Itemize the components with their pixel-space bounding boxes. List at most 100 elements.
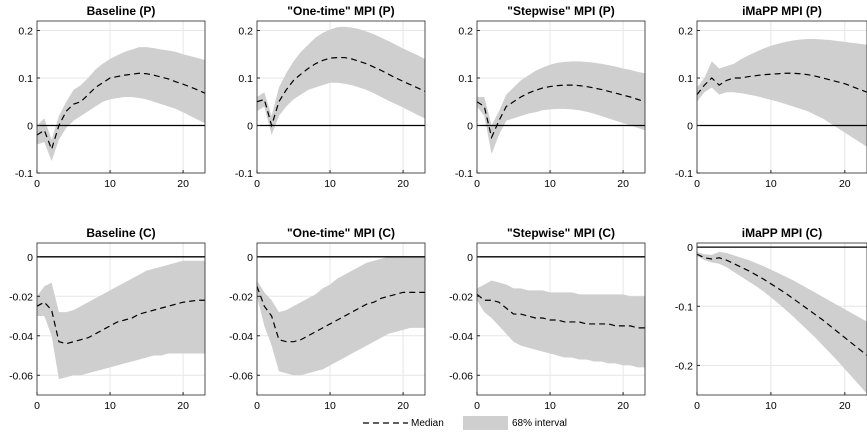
x-tick-label: 20 — [177, 178, 189, 190]
median-line — [476, 293, 645, 329]
panel-6: 0 10 20 -0.06 -0.04 -0.02 0 "One-time" MPI (C) — [229, 226, 426, 412]
y-tick-label: 0 — [467, 252, 473, 264]
x-tick-label: 20 — [617, 400, 629, 412]
legend-interval-swatch — [463, 416, 508, 430]
x-tick-label: 10 — [765, 178, 777, 190]
median-line — [696, 253, 867, 356]
x-tick-label: 10 — [104, 178, 116, 190]
y-tick-label: 0.1 — [238, 73, 253, 85]
y-tick-label: 0 — [467, 121, 473, 133]
x-tick-label: 0 — [34, 400, 40, 412]
interval-band — [37, 260, 205, 380]
y-tick-label: 0 — [27, 121, 33, 133]
legend: Median 68% interval — [363, 416, 567, 430]
axes-frame — [476, 20, 646, 174]
x-tick-label: 20 — [397, 400, 409, 412]
median-line — [696, 72, 867, 95]
x-tick-label: 20 — [177, 400, 189, 412]
x-tick-label: 0 — [694, 400, 700, 412]
interval-band — [697, 251, 867, 394]
y-tick-label: 0.1 — [18, 73, 33, 85]
panel-title: "Stepwise" MPI (C) — [507, 226, 615, 240]
y-tick-label: 0 — [247, 121, 253, 133]
median-line — [36, 72, 206, 152]
y-tick-label: 0.1 — [458, 73, 473, 85]
y-tick-label: -0.1 — [15, 168, 33, 180]
panel-3: 0 10 20-0.100.10.2"Stepwise" MPI (P) — [455, 4, 646, 190]
axes-frame — [36, 242, 206, 396]
x-tick-label: 20 — [839, 178, 851, 190]
x-tick-label: 10 — [104, 400, 116, 412]
x-tick-label: 0 — [694, 178, 700, 190]
axes-frame — [696, 20, 867, 174]
y-tick-label: 0 — [687, 121, 693, 133]
y-tick-label: 0 — [687, 242, 693, 254]
y-tick-label: -0.02 — [449, 291, 473, 303]
x-tick-label: 20 — [839, 400, 851, 412]
x-tick-label: 10 — [544, 178, 556, 190]
y-tick-label: -0.2 — [675, 360, 693, 372]
y-tick-label: 0.2 — [18, 26, 33, 38]
panel-5: 0 10 20 -0.06 -0.04 -0.02 0 Baseline (C) — [9, 226, 206, 412]
y-tick-label: -0.02 — [9, 291, 33, 303]
x-tick-label: 0 — [34, 178, 40, 190]
x-tick-label: 0 — [254, 178, 260, 190]
panel-7: 0 10 20 -0.06 -0.04 -0.02 0 "Stepwise" MPI (C) — [449, 226, 646, 412]
x-tick-label: 20 — [617, 178, 629, 190]
median-line — [256, 56, 426, 128]
interval-band — [477, 280, 645, 368]
y-tick-label: 0.2 — [238, 26, 253, 38]
panel-title: Baseline (P) — [87, 4, 156, 18]
panel-title: "One-time" MPI (C) — [287, 226, 395, 240]
y-tick-label: -0.1 — [235, 168, 253, 180]
panel-title: "Stepwise" MPI (P) — [507, 4, 614, 18]
y-tick-label: 0.1 — [678, 73, 693, 85]
axes-frame — [256, 242, 426, 396]
y-tick-label: -0.1 — [675, 301, 693, 313]
y-tick-label: -0.02 — [229, 291, 253, 303]
interval-band — [257, 26, 425, 136]
y-tick-label: 0.2 — [678, 26, 693, 38]
y-tick-label: -0.04 — [229, 331, 253, 343]
interval-band — [697, 39, 867, 147]
x-tick-label: 0 — [254, 400, 260, 412]
x-tick-label: 10 — [765, 400, 777, 412]
panel-title: Baseline (C) — [86, 226, 155, 240]
y-tick-label: 0.2 — [458, 26, 473, 38]
interval-band — [257, 256, 425, 376]
y-tick-label: -0.06 — [229, 370, 253, 382]
panel-2: 0 10 20-0.100.10.2"One-time" MPI (P) — [235, 4, 426, 190]
y-tick-label: -0.04 — [9, 331, 33, 343]
axes-frame — [696, 242, 867, 396]
y-tick-label: -0.1 — [455, 168, 473, 180]
y-tick-label: -0.06 — [9, 370, 33, 382]
y-tick-label: 0 — [27, 252, 33, 264]
panel-title: iMaPP MPI (C) — [742, 226, 822, 240]
y-tick-label: 0 — [247, 252, 253, 264]
interval-band — [37, 47, 205, 162]
median-line — [476, 84, 646, 140]
axes-frame — [256, 20, 426, 174]
x-tick-label: 0 — [474, 400, 480, 412]
y-tick-label: -0.04 — [449, 331, 473, 343]
panel-title: "One-time" MPI (P) — [287, 4, 394, 18]
interval-band — [477, 61, 645, 154]
x-tick-label: 10 — [324, 400, 336, 412]
axes-frame — [36, 20, 206, 174]
panel-8: 0 10 20 -0.2 -0.1 0 iMaPP MPI (C) — [675, 226, 867, 412]
legend-median-label: Median — [411, 418, 444, 429]
x-tick-label: 20 — [397, 178, 409, 190]
y-tick-label: -0.1 — [675, 168, 693, 180]
y-tick-label: -0.06 — [449, 370, 473, 382]
x-tick-label: 10 — [324, 178, 336, 190]
axes-frame — [476, 242, 646, 396]
panel-title: iMaPP MPI (P) — [742, 4, 822, 18]
x-tick-label: 10 — [544, 400, 556, 412]
legend-interval-label: 68% interval — [512, 418, 567, 429]
x-tick-label: 0 — [474, 178, 480, 190]
median-line — [256, 286, 425, 343]
